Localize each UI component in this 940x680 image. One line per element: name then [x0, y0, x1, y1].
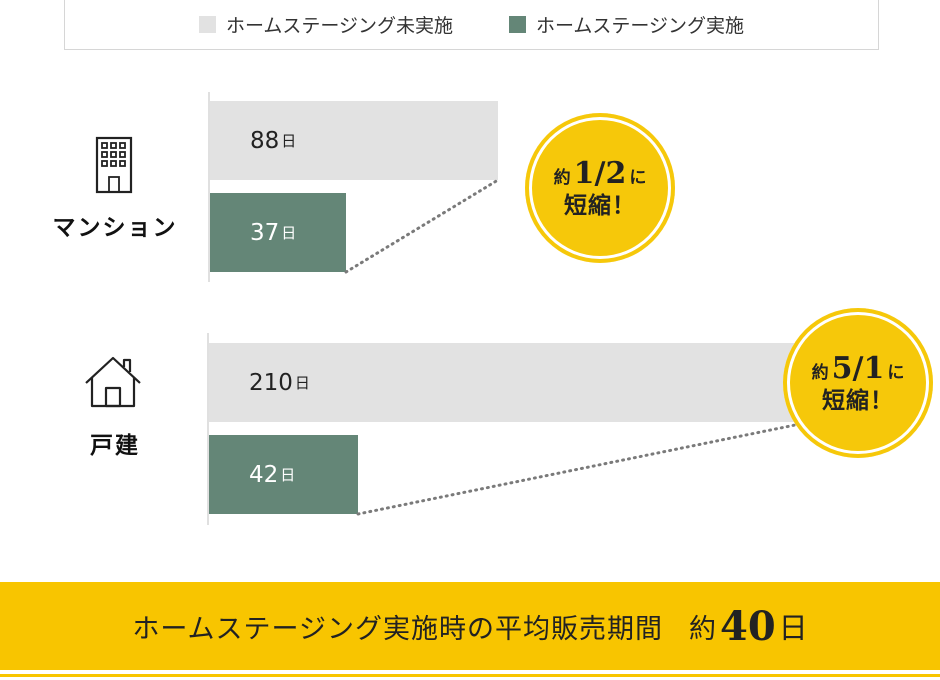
badge-prefix: 約: [554, 168, 571, 189]
connector-house: [358, 424, 800, 514]
reduction-badge-house: 約 5/1 に 短縮！: [783, 308, 933, 458]
bar-value: 88: [250, 128, 279, 154]
badge-prefix: 約: [812, 363, 829, 384]
badge-ratio: 1/2: [574, 155, 627, 193]
summary-unit: 日: [779, 605, 808, 647]
summary-underline: [0, 674, 940, 677]
badge-line2: 短縮！: [564, 192, 636, 221]
legend-label-not-staged: ホームステージング未実施: [226, 11, 453, 38]
legend-item-not-staged: ホームステージング未実施: [199, 11, 453, 38]
reduction-badge-mansion: 約 1/2 に 短縮！: [525, 113, 675, 263]
legend-item-staged: ホームステージング実施: [509, 11, 744, 38]
badge-line1: 約 1/2 に: [554, 155, 647, 193]
bar-unit: 日: [281, 130, 296, 151]
summary-prefix: 約: [689, 607, 716, 646]
bar-mansion-staged: 37 日: [210, 193, 346, 272]
badge-suffix: に: [629, 168, 646, 189]
summary-value: 40: [720, 603, 776, 650]
badge-line1: 約 5/1 に: [812, 350, 905, 388]
category-label-mansion: マンション: [40, 208, 190, 242]
legend-swatch-staged: [509, 16, 526, 33]
chart-legend: ホームステージング未実施 ホームステージング実施: [64, 0, 879, 50]
bar-value: 37: [250, 220, 279, 246]
building-icon: [92, 136, 140, 194]
summary-banner: ホームステージング実施時の平均販売期間 約 40 日: [0, 582, 940, 670]
bar-unit: 日: [295, 372, 310, 393]
bar-value: 42: [249, 462, 278, 488]
house-icon: [84, 355, 142, 409]
summary-text: ホームステージング実施時の平均販売期間: [132, 607, 663, 646]
connector-mansion: [346, 180, 498, 272]
badge-ratio: 5/1: [832, 350, 885, 388]
category-label-house: 戸建: [40, 426, 190, 460]
bar-mansion-not-staged: 88 日: [210, 101, 498, 180]
badge-line2: 短縮！: [822, 387, 894, 416]
legend-label-staged: ホームステージング実施: [536, 11, 744, 38]
legend-swatch-not-staged: [199, 16, 216, 33]
bar-house-not-staged: 210 日: [209, 343, 807, 422]
bar-house-staged: 42 日: [209, 435, 358, 514]
bar-value: 210: [249, 370, 293, 396]
bar-unit: 日: [281, 222, 296, 243]
bar-unit: 日: [280, 464, 295, 485]
badge-suffix: に: [887, 363, 904, 384]
